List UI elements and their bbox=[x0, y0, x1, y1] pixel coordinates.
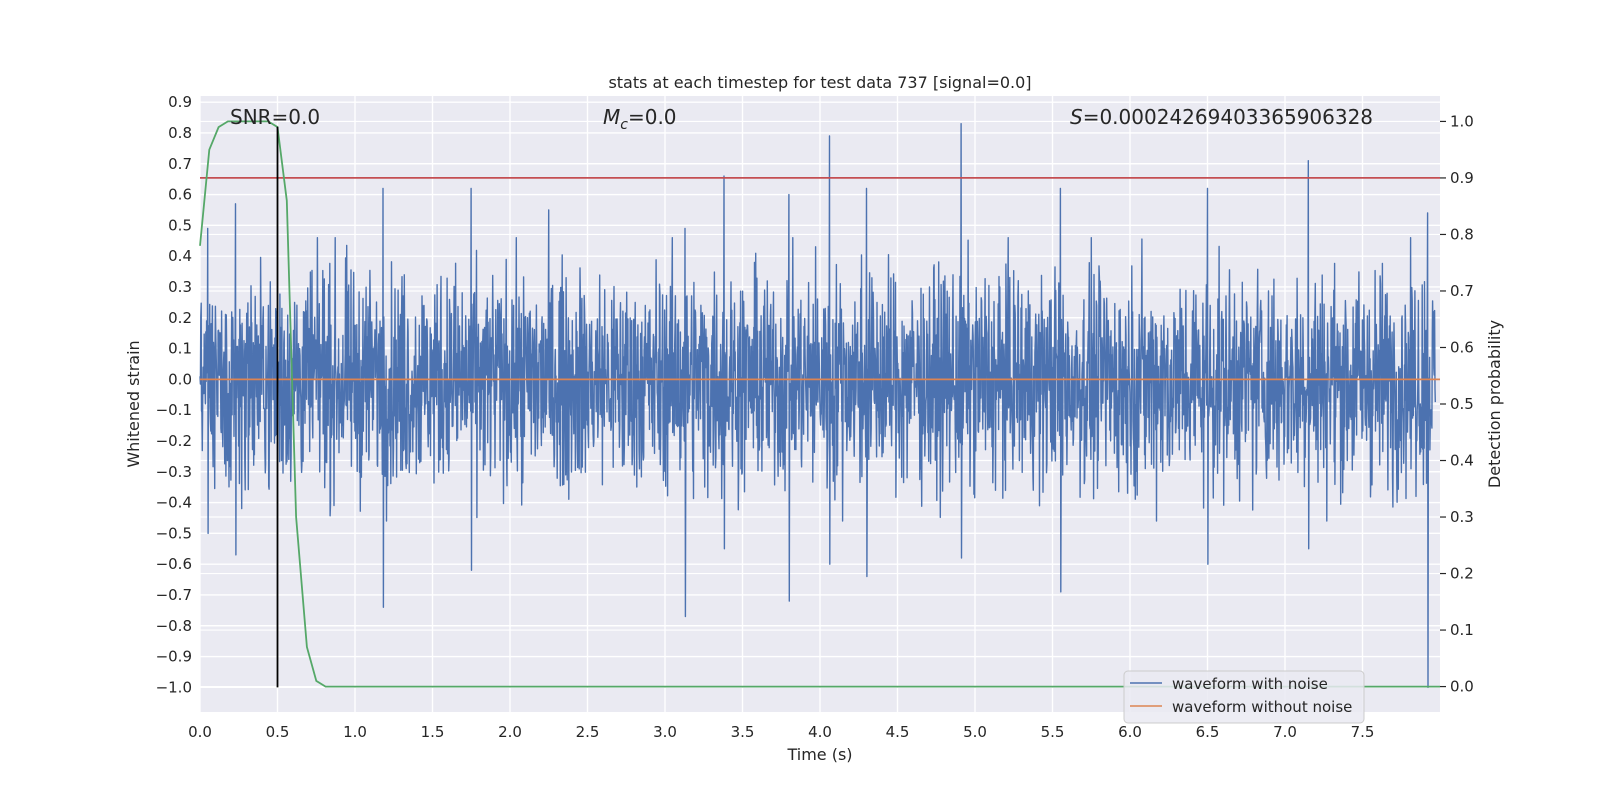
x-tick-label: 5.5 bbox=[1041, 723, 1065, 741]
x-tick-label: 4.5 bbox=[886, 723, 910, 741]
y-left-tick-label: −0.4 bbox=[156, 494, 192, 512]
left-axis-ticks: 0.9 0.8 0.7 0.6 0.5 0.4 0.3 0.2 0.1 0.0 −0.1 −0.2 −0… bbox=[156, 93, 192, 696]
x-tick-label: 7.0 bbox=[1273, 723, 1297, 741]
mc-subscript: c bbox=[620, 117, 628, 133]
y-left-tick-label: 0.1 bbox=[168, 340, 192, 358]
snr-annotation: SNR=0.0 bbox=[230, 105, 320, 129]
x-tick-label: 3.5 bbox=[731, 723, 755, 741]
s-symbol: S bbox=[1070, 105, 1083, 129]
y-left-tick-label: −0.5 bbox=[156, 524, 192, 542]
mc-annotation: Mc=0.0 bbox=[603, 105, 677, 133]
y-left-tick-label: 0.3 bbox=[168, 278, 192, 296]
x-tick-label: 6.5 bbox=[1196, 723, 1220, 741]
x-axis-ticks: 0.0 0.5 1.0 1.5 2.0 2.5 3.0 3.5 4.0 4.5 5.0 5.5 6.0 6… bbox=[188, 723, 1374, 741]
y-left-tick-label: 0.9 bbox=[168, 93, 192, 111]
x-tick-label: 3.0 bbox=[653, 723, 677, 741]
y-left-tick-label: 0.7 bbox=[168, 155, 192, 173]
noise-waveform bbox=[199, 123, 1436, 689]
x-tick-label: 7.5 bbox=[1351, 723, 1375, 741]
y-left-tick-label: −0.1 bbox=[156, 401, 192, 419]
mc-value: =0.0 bbox=[628, 105, 677, 129]
y-right-tick-label: 0.2 bbox=[1450, 565, 1474, 583]
chart-title: stats at each timestep for test data 737… bbox=[608, 73, 1031, 92]
y-left-tick-label: 0.8 bbox=[168, 124, 192, 142]
y-left-tick-label: −0.2 bbox=[156, 432, 192, 450]
y-left-tick-label: −0.8 bbox=[156, 617, 192, 635]
series-lines bbox=[199, 120, 1440, 688]
x-tick-label: 4.0 bbox=[808, 723, 832, 741]
y-right-tick-label: 0.9 bbox=[1450, 169, 1474, 187]
y-right-tick-label: 0.6 bbox=[1450, 338, 1474, 356]
y-right-tick-label: 1.0 bbox=[1450, 112, 1474, 130]
x-tick-label: 0.0 bbox=[188, 723, 212, 741]
legend-label-clean: waveform without noise bbox=[1172, 698, 1352, 716]
right-axis-label: Detection probability bbox=[1485, 320, 1504, 488]
y-left-tick-label: 0.2 bbox=[168, 309, 192, 327]
y-right-tick-label: 0.1 bbox=[1450, 621, 1474, 639]
legend-box bbox=[1123, 670, 1365, 724]
x-tick-label: 6.0 bbox=[1118, 723, 1142, 741]
noise-trace bbox=[199, 123, 1436, 689]
y-right-tick-label: 0.8 bbox=[1450, 225, 1474, 243]
x-tick-label: 0.5 bbox=[266, 723, 290, 741]
y-left-tick-label: −0.3 bbox=[156, 463, 192, 481]
mc-symbol: M bbox=[603, 105, 620, 129]
y-right-tick-label: 0.3 bbox=[1450, 508, 1474, 526]
y-right-tick-label: 0.4 bbox=[1450, 452, 1474, 470]
legend: waveform with noise waveform without noi… bbox=[1123, 670, 1365, 724]
x-tick-label: 2.0 bbox=[498, 723, 522, 741]
x-tick-label: 1.0 bbox=[343, 723, 367, 741]
y-left-tick-label: −0.7 bbox=[156, 586, 192, 604]
y-left-tick-label: −0.6 bbox=[156, 555, 192, 573]
x-tick-label: 2.5 bbox=[576, 723, 600, 741]
y-left-tick-label: −1.0 bbox=[156, 678, 192, 696]
x-axis-label: Time (s) bbox=[786, 745, 852, 764]
legend-label-noise: waveform with noise bbox=[1172, 675, 1328, 693]
right-axis-ticks: 1.0 0.9 0.8 0.7 0.6 0.5 0.4 0.3 0.2 0.1 0.0 bbox=[1440, 112, 1474, 696]
s-value: =0.00024269403365906328 bbox=[1083, 105, 1373, 129]
y-right-tick-label: 0.0 bbox=[1450, 678, 1474, 696]
s-annotation: S=0.00024269403365906328 bbox=[1070, 105, 1373, 129]
x-tick-label: 1.5 bbox=[421, 723, 445, 741]
y-right-tick-label: 0.7 bbox=[1450, 282, 1474, 300]
y-left-tick-label: 0.5 bbox=[168, 216, 192, 234]
y-right-tick-label: 0.5 bbox=[1450, 395, 1474, 413]
y-left-tick-label: −0.9 bbox=[156, 648, 192, 666]
y-left-tick-label: 0.6 bbox=[168, 186, 192, 204]
x-tick-label: 5.0 bbox=[963, 723, 987, 741]
y-left-tick-label: 0.0 bbox=[168, 370, 192, 388]
y-left-tick-label: 0.4 bbox=[168, 247, 192, 265]
left-axis-label: Whitened strain bbox=[124, 340, 143, 467]
